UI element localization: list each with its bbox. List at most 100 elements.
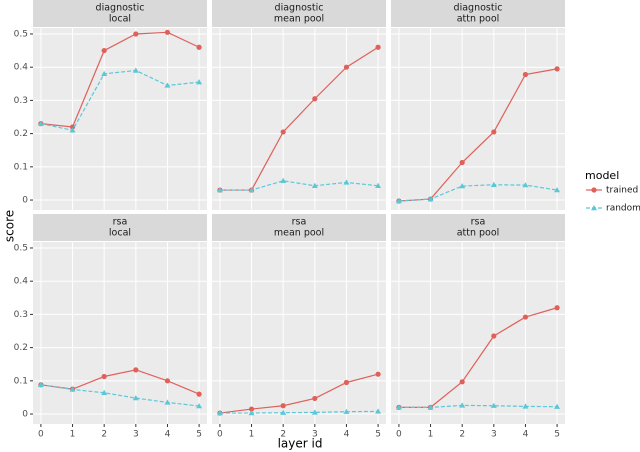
marker bbox=[37, 381, 44, 388]
x-tick-label: 0 bbox=[217, 430, 223, 440]
marker bbox=[248, 410, 255, 416]
strip-title: diagnostic bbox=[96, 3, 145, 14]
marker bbox=[311, 182, 318, 188]
x-tick-label: 3 bbox=[491, 430, 497, 440]
x-tick-label: 1 bbox=[249, 430, 255, 440]
x-tick-label: 5 bbox=[375, 430, 381, 440]
marker bbox=[280, 177, 287, 183]
marker bbox=[311, 409, 318, 415]
y-tick-label: 0.5 bbox=[14, 243, 28, 253]
strip-subtitle: local bbox=[109, 14, 131, 25]
marker bbox=[459, 159, 465, 166]
marker bbox=[164, 29, 171, 35]
marker bbox=[375, 408, 382, 414]
strip-subtitle: mean pool bbox=[274, 14, 324, 25]
marker bbox=[522, 182, 529, 188]
strip-title: diagnostic bbox=[454, 3, 503, 14]
y-tick-label: 0.4 bbox=[14, 277, 29, 287]
series-line bbox=[398, 404, 558, 408]
strip bbox=[212, 0, 386, 27]
panel bbox=[391, 242, 565, 424]
marker bbox=[132, 67, 139, 73]
y-tick-label: 0.3 bbox=[14, 310, 28, 320]
marker bbox=[69, 127, 76, 133]
marker bbox=[343, 408, 350, 414]
marker bbox=[375, 44, 381, 50]
marker bbox=[101, 389, 108, 395]
marker bbox=[459, 402, 466, 408]
marker bbox=[69, 124, 76, 130]
marker bbox=[37, 120, 44, 126]
x-tick-label: 1 bbox=[70, 430, 76, 440]
marker bbox=[554, 187, 561, 193]
x-tick-label: 3 bbox=[312, 430, 318, 440]
marker bbox=[248, 406, 255, 412]
strip bbox=[33, 214, 207, 241]
marker bbox=[312, 395, 318, 402]
y-tick-label: 0.3 bbox=[14, 96, 28, 106]
marker bbox=[375, 371, 381, 377]
marker bbox=[133, 367, 139, 373]
marker bbox=[395, 404, 402, 410]
marker bbox=[101, 70, 108, 77]
series-line bbox=[40, 69, 200, 131]
panel bbox=[212, 28, 386, 210]
marker bbox=[216, 410, 223, 416]
y-tick-label: 0.2 bbox=[14, 343, 28, 353]
y-tick-label: 0.5 bbox=[14, 29, 28, 39]
panel bbox=[212, 242, 386, 424]
marker bbox=[101, 47, 107, 54]
panel bbox=[33, 28, 207, 210]
marker bbox=[491, 333, 497, 339]
marker bbox=[133, 31, 139, 37]
marker bbox=[164, 378, 171, 384]
x-tick-label: 5 bbox=[554, 430, 560, 440]
y-tick-label: 0 bbox=[22, 410, 28, 420]
y-tick-label: 0.1 bbox=[14, 162, 28, 172]
series-line bbox=[219, 373, 379, 414]
strip-subtitle: attn pool bbox=[457, 228, 500, 239]
marker bbox=[522, 314, 529, 320]
strip-subtitle: attn pool bbox=[457, 14, 500, 25]
marker bbox=[343, 179, 350, 185]
marker bbox=[248, 187, 255, 193]
legend-label: trained bbox=[606, 186, 638, 196]
marker bbox=[196, 403, 203, 409]
marker bbox=[491, 129, 497, 135]
strip-title: diagnostic bbox=[275, 3, 324, 14]
marker bbox=[216, 187, 223, 193]
panel bbox=[33, 242, 207, 424]
marker bbox=[280, 409, 287, 415]
y-tick-label: 0.1 bbox=[14, 376, 28, 386]
marker bbox=[196, 44, 202, 50]
marker bbox=[312, 96, 318, 102]
x-tick-label: 0 bbox=[396, 430, 402, 440]
strip bbox=[33, 0, 207, 27]
series-line bbox=[40, 31, 200, 128]
x-tick-label: 3 bbox=[133, 430, 139, 440]
x-axis-label: layer id bbox=[278, 437, 323, 451]
marker bbox=[343, 379, 350, 386]
strip-subtitle: local bbox=[109, 228, 131, 239]
x-tick-label: 0 bbox=[38, 430, 44, 440]
marker bbox=[164, 82, 171, 88]
x-tick-label: 4 bbox=[344, 430, 350, 440]
marker bbox=[69, 386, 76, 392]
marker bbox=[395, 198, 402, 204]
strip bbox=[391, 0, 565, 27]
strip bbox=[212, 214, 386, 241]
marker bbox=[554, 305, 560, 311]
strip bbox=[391, 214, 565, 241]
marker bbox=[554, 66, 560, 72]
marker bbox=[554, 403, 561, 409]
marker bbox=[427, 196, 434, 202]
marker bbox=[490, 181, 497, 187]
marker bbox=[427, 404, 434, 410]
strip-title: rsa bbox=[113, 217, 128, 228]
y-tick-label: 0 bbox=[22, 196, 28, 206]
legend-marker bbox=[591, 205, 597, 211]
series-line bbox=[219, 410, 379, 414]
marker bbox=[375, 182, 382, 188]
marker bbox=[490, 402, 497, 408]
